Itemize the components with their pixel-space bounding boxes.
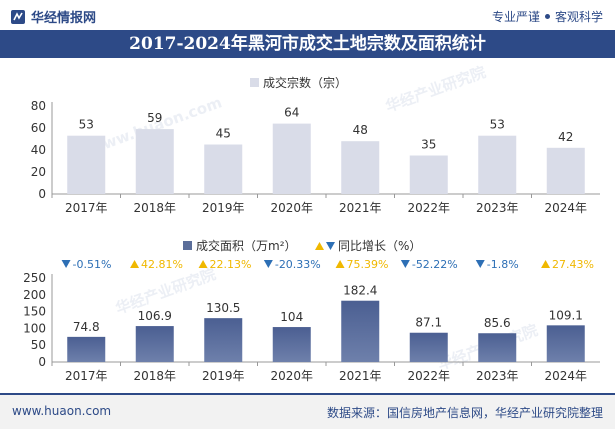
bar: [341, 141, 380, 194]
legend-swatch: [250, 78, 259, 87]
x-tick-label: 2017年: [65, 201, 108, 215]
slogan: 专业严谨 客观科学: [492, 8, 603, 25]
bar: [204, 144, 243, 194]
data-label: 87.1: [415, 316, 442, 330]
growth-label: 42.81%: [141, 258, 183, 271]
data-label: 182.4: [343, 284, 377, 298]
growth-label: -0.51%: [73, 258, 112, 271]
growth-up-icon: [541, 260, 551, 268]
data-label: 106.9: [138, 309, 172, 323]
bar: [67, 336, 106, 362]
x-tick-label: 2023年: [476, 369, 519, 383]
x-tick-label: 2018年: [133, 201, 176, 215]
footer-url[interactable]: www.huaon.com: [12, 404, 112, 418]
data-label: 130.5: [206, 301, 240, 315]
x-tick-label: 2020年: [270, 369, 313, 383]
growth-up-icon: [335, 260, 345, 268]
data-label: 53: [490, 118, 505, 132]
growth-down-icon: [263, 260, 273, 268]
growth-up-icon: [130, 260, 140, 268]
data-label: 104: [280, 310, 303, 324]
x-tick-label: 2024年: [544, 369, 587, 383]
growth-up-icon: [198, 260, 208, 268]
bar: [478, 135, 517, 194]
growth-label: -1.8%: [487, 258, 519, 271]
x-tick-label: 2024年: [544, 201, 587, 215]
growth-down-icon: [400, 260, 410, 268]
slogan-right: 客观科学: [554, 10, 603, 24]
y-tick-label: 50: [31, 338, 46, 352]
bar: [409, 332, 448, 362]
data-label: 45: [216, 127, 231, 141]
growth-label: 75.39%: [347, 258, 389, 271]
y-tick-label: 200: [23, 288, 46, 302]
legend-label-area: 成交面积（万m²）: [196, 238, 297, 253]
slogan-left: 专业严谨: [491, 10, 540, 24]
x-tick-label: 2022年: [407, 369, 450, 383]
bar: [409, 155, 448, 194]
data-label: 85.6: [484, 316, 511, 330]
growth-down-icon: [61, 260, 71, 268]
data-label: 42: [558, 130, 573, 144]
y-tick-label: 0: [38, 187, 46, 201]
legend-down-triangle-icon: [326, 242, 335, 250]
top-bar: 华经情报网 专业严谨 客观科学: [0, 0, 615, 30]
legend-swatch-area: [183, 241, 192, 250]
x-tick-label: 2018年: [133, 369, 176, 383]
bar: [478, 333, 517, 362]
x-tick-label: 2019年: [202, 369, 245, 383]
y-tick-label: 150: [23, 305, 46, 319]
y-tick-label: 60: [31, 121, 46, 135]
bar: [341, 300, 380, 362]
growth-label: 22.13%: [210, 258, 252, 271]
data-label: 64: [284, 106, 299, 120]
data-label: 59: [147, 111, 162, 125]
footer-source: 数据来源：国信房地产信息网，华经产业研究院整理: [326, 406, 603, 420]
data-label: 48: [353, 123, 368, 137]
x-tick-label: 2019年: [202, 201, 245, 215]
data-label: 74.8: [73, 320, 100, 334]
title-bar: 2017-2024年黑河市成交土地宗数及面积统计: [0, 30, 615, 58]
brand-name: 华经情报网: [31, 11, 97, 26]
y-tick-label: 20: [31, 165, 46, 179]
watermark-text: 华经产业研究院: [383, 63, 488, 116]
brand-logo-icon: [11, 9, 25, 24]
y-tick-label: 40: [31, 143, 46, 157]
x-tick-label: 2020年: [270, 201, 313, 215]
bar: [546, 325, 585, 362]
bar: [135, 326, 174, 362]
brand[interactable]: 华经情报网: [10, 7, 96, 26]
bar: [67, 135, 106, 194]
bar: [204, 318, 243, 362]
legend-label: 成交宗数（宗）: [263, 75, 347, 90]
legend-up-triangle-icon: [315, 242, 324, 250]
x-tick-label: 2022年: [407, 201, 450, 215]
bar: [135, 129, 174, 194]
x-tick-label: 2017年: [65, 369, 108, 383]
data-label: 53: [79, 118, 94, 132]
chart-title: 2017-2024年黑河市成交土地宗数及面积统计: [129, 34, 486, 54]
growth-label: -20.33%: [275, 258, 321, 271]
y-tick-label: 80: [31, 99, 46, 113]
bar: [546, 147, 585, 194]
legend-label-growth: 同比增长（%）: [338, 239, 421, 253]
chart-area: 华经产业研究院华经产业研究院成交面积（万m²）同比增长（%）0501001502…: [23, 238, 600, 383]
bar: [272, 327, 311, 362]
x-tick-label: 2021年: [339, 369, 382, 383]
bar: [272, 123, 311, 194]
y-tick-label: 250: [23, 271, 46, 285]
slogan-dot-icon: [544, 14, 550, 19]
x-tick-label: 2023年: [476, 201, 519, 215]
y-tick-label: 0: [38, 355, 46, 369]
chart-count: 华经产业研究院www.huaon.com成交宗数（宗）0204060805320…: [31, 63, 600, 215]
x-tick-label: 2021年: [339, 201, 382, 215]
footer: www.huaon.com 数据来源：国信房地产信息网，华经产业研究院整理: [0, 393, 615, 429]
data-label: 35: [421, 138, 436, 152]
data-label: 109.1: [549, 308, 583, 322]
growth-label: 27.43%: [552, 258, 594, 271]
growth-down-icon: [475, 260, 485, 268]
growth-label: -52.22%: [412, 258, 458, 271]
y-tick-label: 100: [23, 321, 46, 335]
